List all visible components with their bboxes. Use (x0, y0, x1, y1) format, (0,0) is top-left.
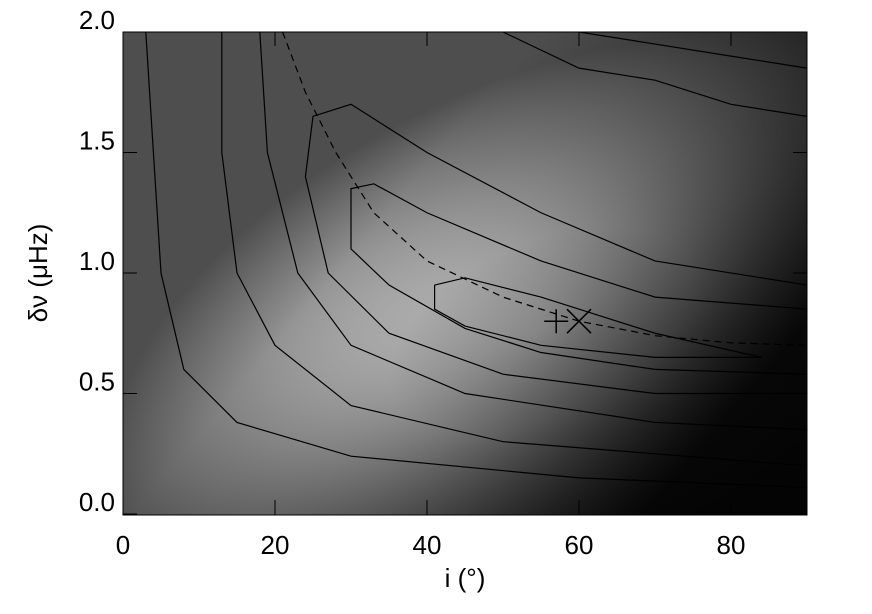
y-tick-label: 0.5 (79, 366, 115, 396)
marker-plus (544, 309, 569, 334)
marker-cross (566, 308, 592, 334)
contour-line (259, 32, 807, 431)
dashed-curve (282, 32, 807, 346)
contour-line (145, 32, 807, 489)
y-tick-label: 1.5 (79, 125, 115, 155)
x-axis-label: i (°) (445, 563, 486, 593)
x-tick-label: 40 (413, 530, 442, 560)
y-tick-label: 2.0 (79, 5, 115, 35)
contour-line (350, 183, 807, 375)
x-tick-label: 20 (261, 530, 290, 560)
x-tick-label: 80 (717, 530, 746, 560)
contour-line (578, 32, 807, 69)
contour-line (221, 32, 807, 467)
field (123, 32, 807, 515)
contour-line (434, 277, 762, 358)
x-tick-label: 0 (116, 530, 130, 560)
x-tick-label: 60 (565, 530, 594, 560)
contour-line (304, 103, 807, 395)
y-tick-label: 1.0 (79, 246, 115, 276)
contour-line (502, 32, 807, 117)
y-axis-label: δν (μHz) (23, 224, 53, 323)
y-tick-label: 0.0 (79, 487, 115, 517)
